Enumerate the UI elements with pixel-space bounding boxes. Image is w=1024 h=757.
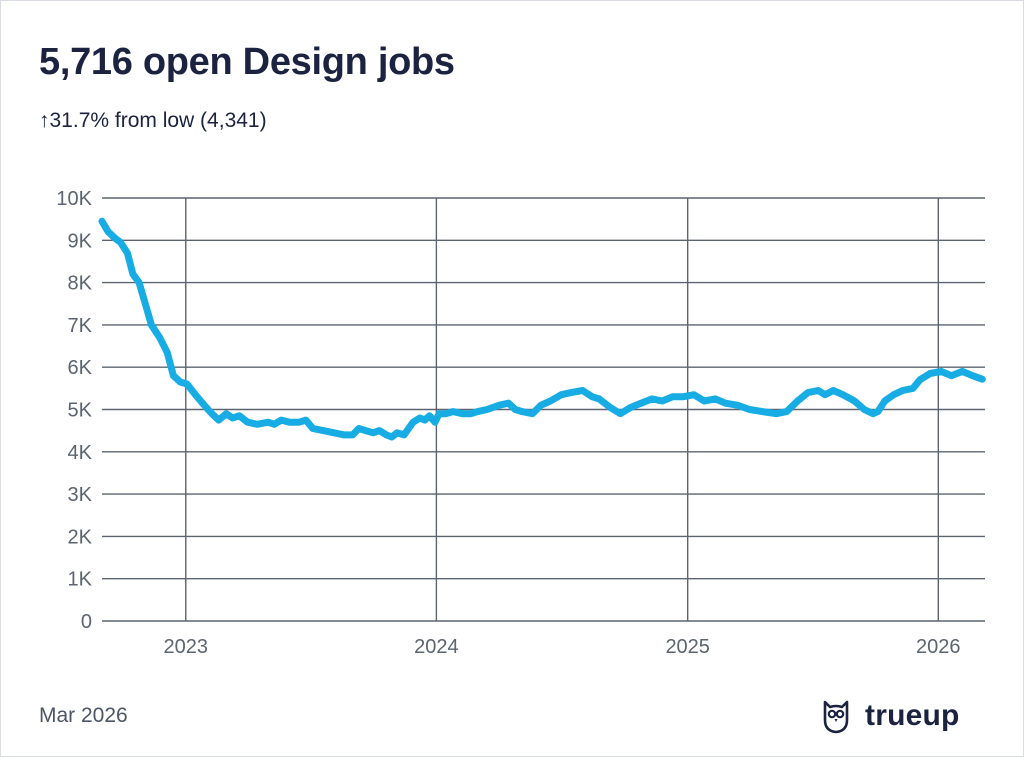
x-tick-label: 2024 [414,636,459,658]
y-tick-label: 3K [68,484,93,506]
brand-name: trueup [865,699,960,732]
y-tick-label: 2K [68,526,93,548]
y-tick-label: 7K [68,315,93,337]
y-tick-label: 9K [68,230,93,252]
line-chart: 0 1K 2K 3K 4K 5K 6K 7K 8K 9K 10K 2023 2024 2025 2026 [56,188,986,658]
owl-logo-icon [823,700,849,734]
y-tick-label: 4K [68,442,93,464]
y-tick-label: 5K [68,400,93,422]
y-tick-label: 8K [68,273,93,295]
series-line [98,217,986,441]
x-tick-label: 2026 [916,636,961,658]
change-subtitle: ↑31.7% from low (4,341) [39,109,267,132]
y-tick-label: 0 [81,611,92,633]
y-tick-label: 6K [68,357,93,379]
footer-date: Mar 2026 [39,704,128,727]
x-tick-label: 2023 [164,636,209,658]
y-tick-label: 10K [56,188,92,210]
y-tick-label: 1K [68,569,93,591]
x-tick-label: 2025 [665,636,710,658]
brand-logo: trueup [821,698,960,734]
page-title: 5,716 open Design jobs [39,41,455,83]
